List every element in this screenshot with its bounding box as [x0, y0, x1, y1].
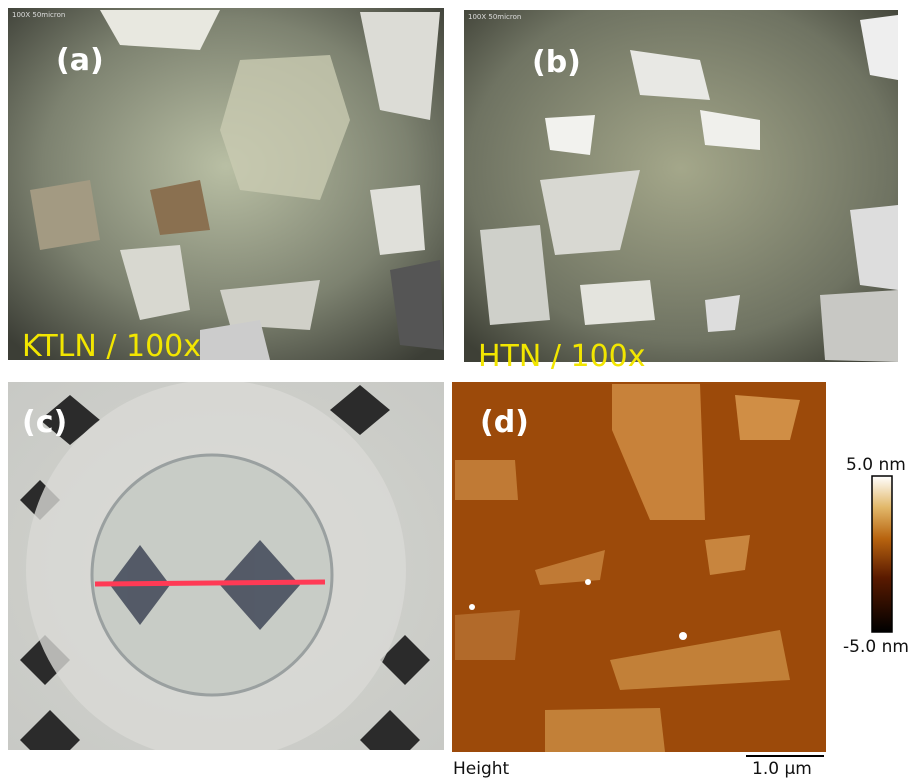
- scale-text: 100X 50micron: [468, 13, 521, 21]
- panel-caption: HTN / 100x: [478, 339, 646, 374]
- panel-c-image: [8, 380, 444, 770]
- colorbar: [872, 476, 892, 632]
- panel-label: (a): [56, 43, 104, 78]
- channel-label: Height: [453, 759, 510, 778]
- figure: 100X 50micron (a) KTLN / 100x 100X 50mic…: [0, 0, 918, 778]
- panel-b-image: [464, 10, 898, 362]
- scale-bar-label: 1.0 µm: [752, 759, 812, 778]
- colorbar-min: -5.0 nm: [843, 637, 909, 657]
- panel-label: (c): [22, 405, 67, 440]
- colorbar-max: 5.0 nm: [846, 455, 906, 475]
- panel-label: (b): [532, 45, 581, 80]
- scale-text: 100X 50micron: [12, 11, 65, 19]
- panel-label: (d): [480, 405, 529, 440]
- panel-caption: KTLN / 100x: [22, 329, 201, 364]
